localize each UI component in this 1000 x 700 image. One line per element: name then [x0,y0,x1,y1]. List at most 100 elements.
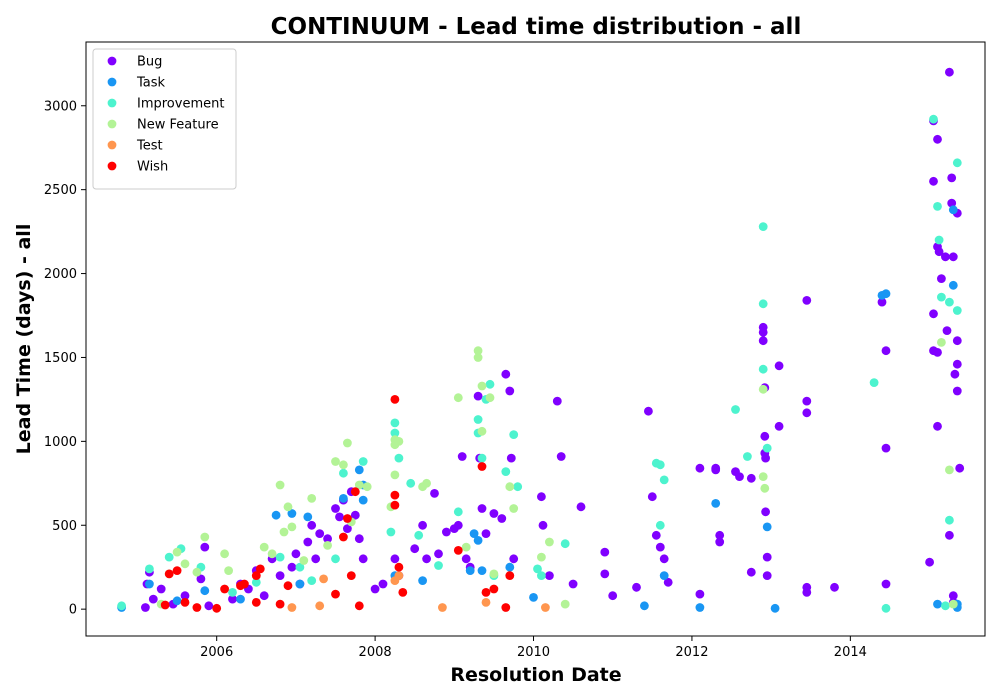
data-point [331,457,340,466]
data-point [160,600,170,610]
data-point [434,549,443,559]
data-point [287,522,297,532]
data-point [303,537,313,547]
data-point [934,235,944,245]
plot-frame [85,41,986,637]
data-point [937,274,946,283]
legend-label: Task [136,76,166,91]
data-point [477,426,487,436]
data-point [279,527,289,537]
data-point [489,569,499,579]
data-point [600,547,610,557]
data-point [354,465,364,475]
data-point [335,512,344,522]
legend-label: Wish [137,160,168,175]
y-tick-label: 500 [52,519,77,534]
data-point [489,584,499,594]
data-point [422,478,431,488]
data-point [485,393,495,403]
data-point [576,502,586,512]
data-point [647,492,657,502]
data-point [251,598,261,607]
data-point [156,584,166,594]
data-point [489,509,499,518]
data-point [941,601,950,611]
data-point [220,584,230,594]
data-point [715,537,725,547]
data-point [556,452,566,461]
data-point [477,566,487,575]
data-point [655,520,665,530]
series-task [117,205,962,613]
data-point [422,554,431,564]
data-point [192,567,202,577]
data-point [339,468,348,478]
data-point [948,252,958,262]
data-point [758,299,768,309]
data-point [343,524,352,533]
data-point [315,601,325,611]
data-point [945,297,954,307]
data-point [640,601,649,611]
data-point [180,598,190,607]
data-point [236,594,245,604]
data-point [655,460,665,470]
data-point [148,594,158,604]
data-point [945,67,954,77]
series-new-feature [156,338,958,609]
data-point [948,205,958,215]
data-point [394,562,404,572]
data-point [695,589,705,599]
data-point [358,495,368,505]
data-point [934,247,944,257]
legend-label: Test [136,139,163,154]
data-point [758,327,768,337]
legend-label: New Feature [137,118,219,133]
data-point [644,406,653,416]
data-point [659,571,669,580]
x-tick-label: 2008 [359,645,392,660]
data-point [473,536,483,545]
data-point [632,582,641,592]
data-point [212,603,222,613]
data-point [881,443,891,453]
data-point [929,309,938,319]
data-point [481,588,491,597]
x-tick-label: 2012 [675,645,708,660]
data-point [735,472,744,481]
data-point [259,591,269,601]
data-point [929,176,938,186]
data-point [830,582,839,592]
data-point [295,562,305,572]
data-point [477,462,487,471]
data-point [761,453,770,463]
data-point [950,369,960,379]
data-point [461,554,471,564]
data-point [414,530,424,540]
data-point [711,463,721,473]
data-point [473,415,483,424]
data-point [481,598,491,607]
data-point [141,603,150,612]
data-point [802,408,812,418]
data-point [929,114,938,124]
data-point [941,252,950,262]
data-point [731,405,740,414]
data-point [465,566,475,575]
data-point [228,594,237,604]
data-point [937,292,946,302]
data-point [933,599,942,609]
data-point [758,472,768,481]
data-point [945,515,954,525]
x-tick-label: 2010 [517,645,550,660]
data-point [343,438,352,448]
data-point [477,504,487,513]
data-point [453,546,463,555]
data-point [761,507,770,517]
data-point [370,584,380,594]
data-point [172,566,182,575]
data-point [346,571,356,580]
data-point [354,601,364,611]
data-point [509,554,519,564]
data-point [430,489,439,498]
